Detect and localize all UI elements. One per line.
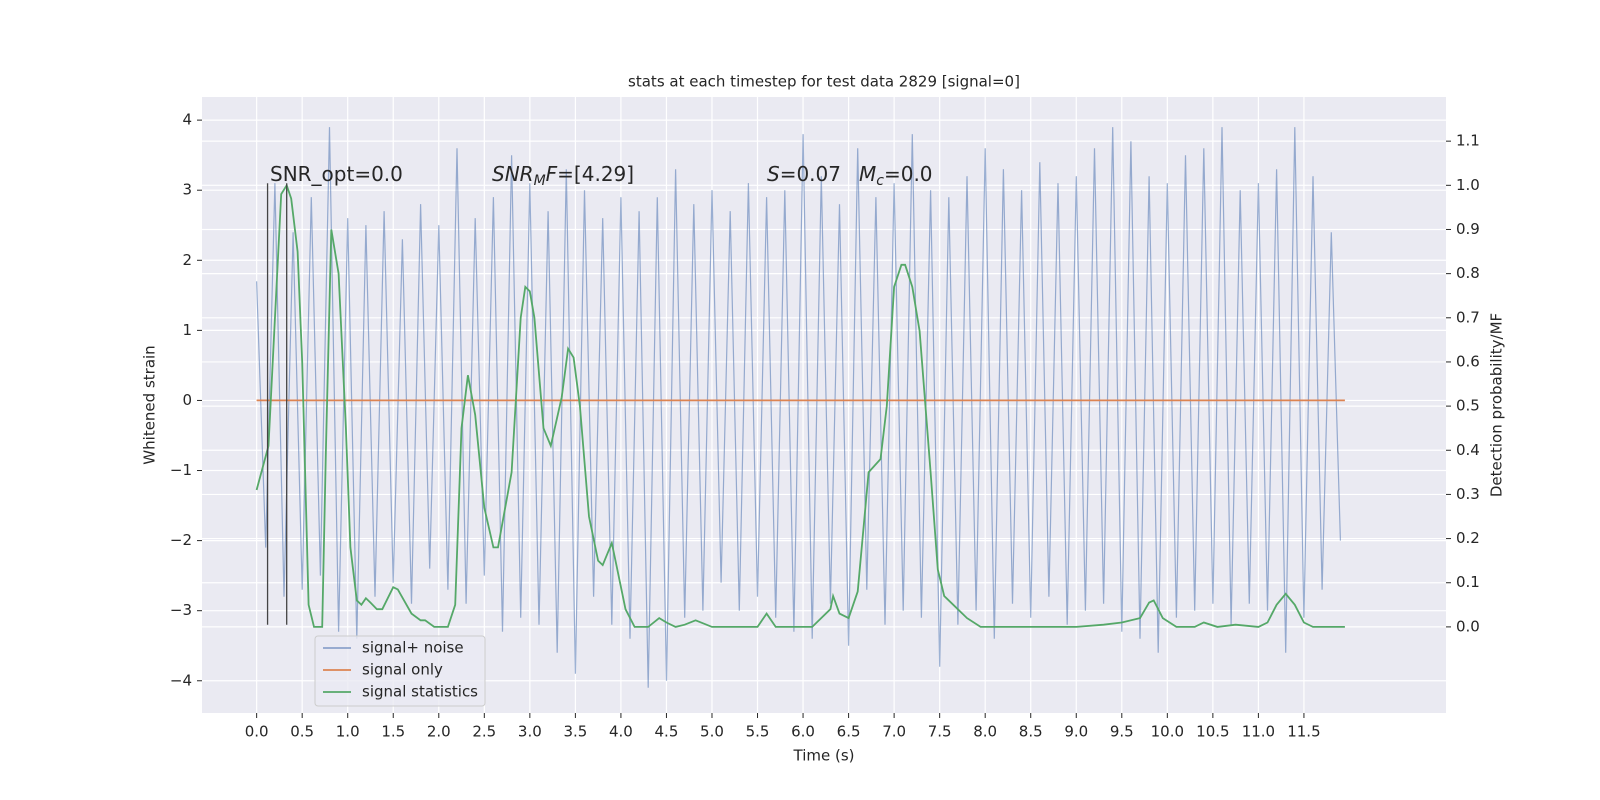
x-tick-label: 5.5 [746,723,770,741]
y-tick-label: 4 [182,111,192,129]
x-axis-label: Time (s) [793,747,855,765]
x-tick-label: 11.5 [1287,723,1320,741]
x-tick-label: 4.0 [609,723,633,741]
y2-tick-label: 0.3 [1456,485,1480,503]
y-axis-label: Whitened strain [141,345,159,464]
x-tick-label: 7.0 [882,723,906,741]
legend-label: signal only [362,661,443,679]
legend-label: signal statistics [362,683,478,701]
chart-title: stats at each timestep for test data 282… [628,73,1020,91]
x-tick-label: 0.5 [290,723,314,741]
y-tick-label: −4 [170,671,192,689]
y2-tick-label: 0.5 [1456,397,1480,415]
annotation: SNRMF=[4.29] [492,162,634,190]
x-tick-label: 9.0 [1064,723,1088,741]
annotation-part: F [546,162,558,186]
y-tick-label: 1 [182,321,192,339]
annotation-part: M [859,162,876,186]
annotation: S=0.07 [767,162,841,186]
series-line [255,183,1345,628]
annotation-part: S [767,162,780,186]
x-tick-label: 2.0 [427,723,451,741]
x-tick-label: 8.5 [1019,723,1043,741]
annotation: Mc=0.0 [859,162,933,190]
y2-tick-label: 0.6 [1456,352,1480,370]
x-tick-label: 9.5 [1110,723,1134,741]
annotation-part: M [534,173,546,189]
y2-tick-label: 0.4 [1456,441,1480,459]
annotation-part: =0.0 [884,162,933,186]
x-tick-label: 1.0 [336,723,360,741]
x-tick-label: 10.5 [1196,723,1229,741]
x-tick-label: 7.5 [928,723,952,741]
y2-tick-label: 1.0 [1456,176,1480,194]
y2-tick-label: 0.1 [1456,573,1480,591]
x-tick-label: 11.0 [1242,723,1275,741]
x-tick-label: 8.0 [973,723,997,741]
x-tick-label: 6.0 [791,723,815,741]
y2-tick-label: 0.7 [1456,308,1480,326]
x-tick-label: 5.0 [700,723,724,741]
series-line [256,127,1341,688]
x-tick-label: 10.0 [1151,723,1184,741]
y2-tick-label: 0.2 [1456,529,1480,547]
y2-axis-label: Detection probability/MF [1488,313,1506,497]
y2-tick-label: 0.9 [1456,220,1480,238]
y2-tick-label: 0.8 [1456,264,1480,282]
y2-tick-label: 1.1 [1456,132,1480,150]
x-tick-label: 6.5 [837,723,861,741]
y-tick-label: 3 [182,181,192,199]
y-tick-label: −3 [170,601,192,619]
annotation-part: SNR_opt=0.0 [270,162,403,186]
legend-label: signal+ noise [362,639,464,657]
x-tick-label: 0.0 [245,723,269,741]
y-tick-label: −1 [170,461,192,479]
y-tick-label: 0 [182,391,192,409]
annotation: SNR_opt=0.0 [270,162,403,186]
x-tick-label: 4.5 [655,723,679,741]
y-tick-label: −2 [170,531,192,549]
annotation-part: SNR [492,162,534,186]
legend-box [314,635,486,707]
x-tick-label: 3.5 [563,723,587,741]
y-tick-label: 2 [182,251,192,269]
x-tick-label: 2.5 [472,723,496,741]
annotation-part: =[4.29] [557,162,634,186]
x-tick-label: 1.5 [381,723,405,741]
annotation-part: =0.07 [780,162,841,186]
x-tick-label: 3.0 [518,723,542,741]
annotation-part: c [876,173,884,189]
y2-tick-label: 0.0 [1456,617,1480,635]
